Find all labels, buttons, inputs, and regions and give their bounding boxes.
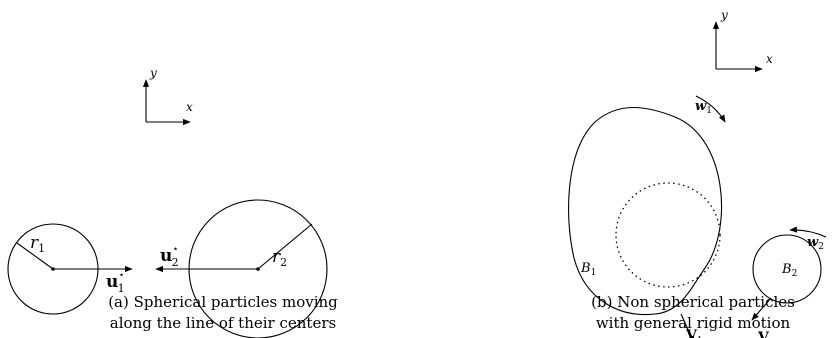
velocity-arrow-b2	[751, 297, 772, 321]
axes-b: y x	[712, 8, 773, 73]
radius-2-label: r2	[272, 247, 287, 269]
caption-b-line-2: with general rigid motion	[595, 314, 791, 332]
radius-1-label: r1	[30, 233, 45, 255]
axes-a: y x	[142, 66, 193, 126]
body-1: B1 w1 V1	[568, 95, 726, 338]
body-2: B2 w2 V2	[751, 226, 827, 338]
body-2-outline	[752, 234, 822, 304]
rotation-arrow-1	[695, 95, 726, 123]
radius-2	[257, 223, 313, 270]
caption-a-line-2: along the line of their centers	[109, 314, 337, 332]
velocity-1-label: u⋆ 1	[106, 270, 125, 295]
y-axis-label-a: y	[149, 66, 157, 80]
rotation-2-label: w2	[807, 235, 824, 252]
inscribed-circle	[615, 182, 721, 288]
x-axis-label-b: x	[766, 52, 773, 66]
particle-1: r1 u⋆ 1	[7, 223, 133, 315]
body-1-label: B1	[580, 261, 596, 278]
velocity-b2-label: V2	[757, 330, 775, 338]
body-2-label: B2	[781, 262, 797, 279]
panel-b: y x B1 w1 V1 B2 w2 V2	[568, 8, 827, 338]
caption-a: (a) Spherical particles moving along the…	[82, 292, 364, 334]
particle-2: r2 u⋆ 2	[155, 199, 328, 338]
caption-a-line-1: (a) Spherical particles moving	[108, 293, 338, 311]
y-axis-label-b: y	[720, 8, 728, 22]
body-1-outline	[568, 106, 722, 316]
x-axis-label-a: x	[186, 100, 193, 114]
velocity-2-label: u⋆ 2	[160, 244, 179, 269]
rotation-1-label: w1	[695, 99, 712, 116]
panel-a: y x r1 u⋆ 1 r2 u⋆ 2	[7, 66, 328, 338]
radius-1	[16, 242, 54, 270]
velocity-arrow-b1	[680, 313, 695, 338]
caption-b-line-1: (b) Non spherical particles	[591, 293, 795, 311]
velocity-b1-label: V1	[685, 328, 703, 338]
caption-b: (b) Non spherical particles with general…	[558, 292, 828, 334]
rotation-arrow-2	[789, 226, 827, 238]
